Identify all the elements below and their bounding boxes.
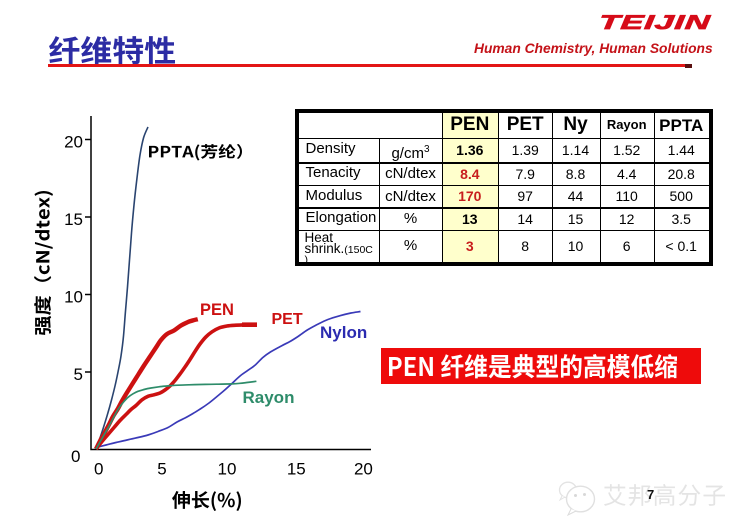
svg-text:0: 0 — [71, 447, 80, 466]
svg-text:10: 10 — [218, 460, 237, 479]
svg-text:20: 20 — [64, 133, 83, 152]
svg-text:15: 15 — [287, 460, 306, 479]
svg-text:20: 20 — [354, 460, 373, 479]
svg-text:10: 10 — [64, 288, 83, 307]
svg-text:15: 15 — [64, 210, 83, 229]
svg-text:5: 5 — [157, 460, 166, 479]
svg-text:0: 0 — [94, 460, 103, 479]
svg-text:5: 5 — [74, 365, 83, 384]
